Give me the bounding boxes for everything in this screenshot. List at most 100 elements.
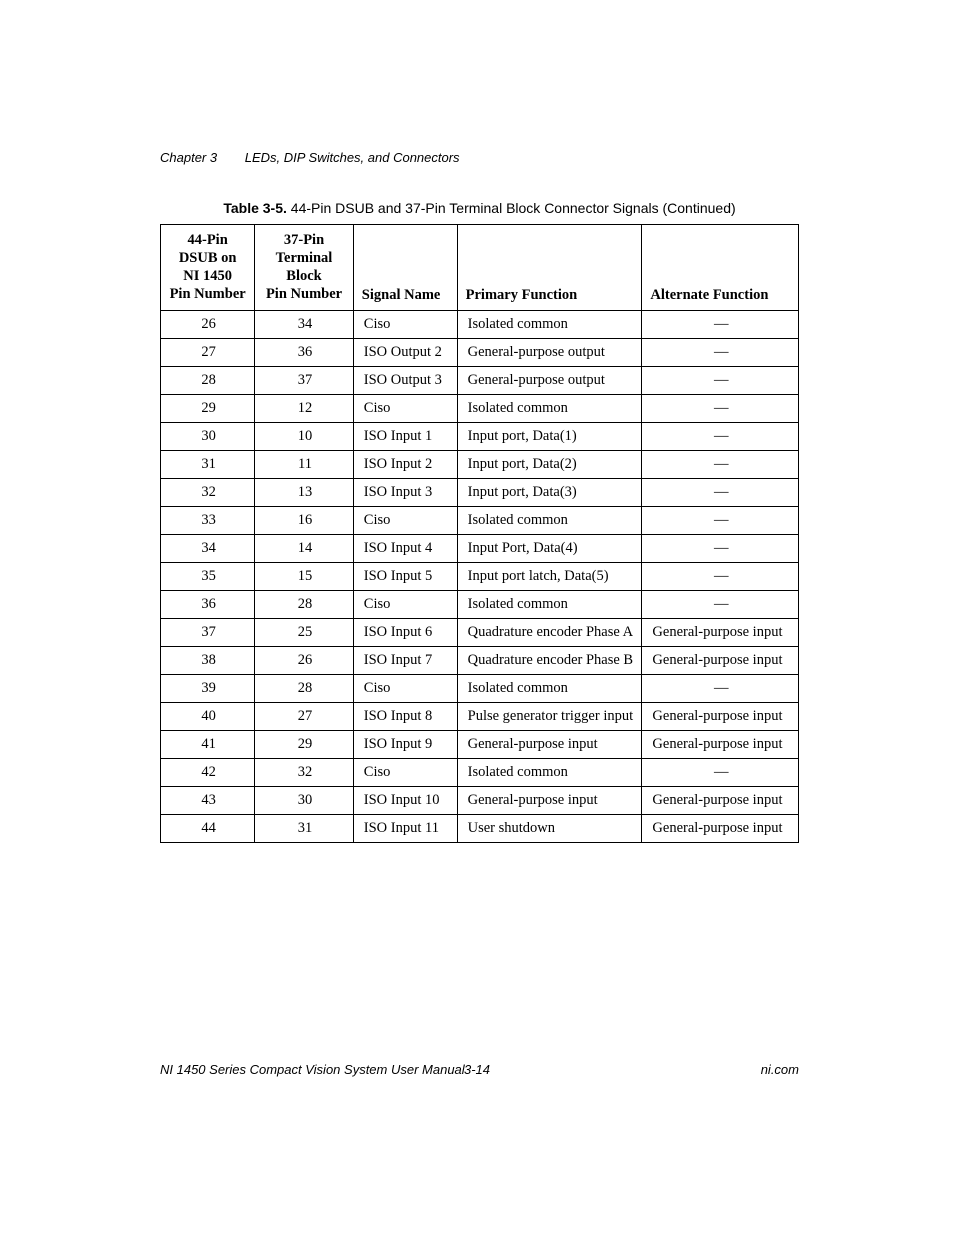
cell-signal-name: ISO Input 9 xyxy=(353,730,457,758)
cell-44pin: 37 xyxy=(161,618,255,646)
cell-primary-function: General-purpose input xyxy=(457,786,642,814)
cell-primary-function: Input port, Data(2) xyxy=(457,450,642,478)
cell-44pin: 36 xyxy=(161,590,255,618)
cell-alternate-function: — xyxy=(642,450,799,478)
cell-37pin: 27 xyxy=(255,702,354,730)
cell-primary-function: Input Port, Data(4) xyxy=(457,534,642,562)
cell-alternate-function: General-purpose input xyxy=(642,730,799,758)
col-header-primary-function: Primary Function xyxy=(457,225,642,311)
cell-37pin: 12 xyxy=(255,394,354,422)
cell-37pin: 29 xyxy=(255,730,354,758)
table-row: 2736ISO Output 2General-purpose output— xyxy=(161,338,799,366)
table-row: 3010ISO Input 1Input port, Data(1)— xyxy=(161,422,799,450)
footer-right: ni.com xyxy=(761,1062,799,1077)
cell-primary-function: Input port, Data(1) xyxy=(457,422,642,450)
table-row: 4330ISO Input 10General-purpose inputGen… xyxy=(161,786,799,814)
cell-44pin: 33 xyxy=(161,506,255,534)
cell-alternate-function: — xyxy=(642,534,799,562)
table-row: 4232CisoIsolated common— xyxy=(161,758,799,786)
cell-37pin: 34 xyxy=(255,310,354,338)
cell-alternate-function: — xyxy=(642,506,799,534)
table-row: 3414ISO Input 4Input Port, Data(4)— xyxy=(161,534,799,562)
cell-alternate-function: General-purpose input xyxy=(642,702,799,730)
cell-primary-function: General-purpose output xyxy=(457,338,642,366)
cell-alternate-function: — xyxy=(642,394,799,422)
cell-alternate-function: — xyxy=(642,758,799,786)
cell-alternate-function: — xyxy=(642,310,799,338)
cell-alternate-function: — xyxy=(642,674,799,702)
cell-37pin: 10 xyxy=(255,422,354,450)
cell-37pin: 28 xyxy=(255,590,354,618)
cell-alternate-function: — xyxy=(642,478,799,506)
signals-tbody: 2634CisoIsolated common—2736ISO Output 2… xyxy=(161,310,799,842)
cell-signal-name: Ciso xyxy=(353,674,457,702)
cell-signal-name: ISO Output 3 xyxy=(353,366,457,394)
table-row: 4431ISO Input 11User shutdownGeneral-pur… xyxy=(161,814,799,842)
cell-primary-function: Isolated common xyxy=(457,674,642,702)
cell-primary-function: Input port, Data(3) xyxy=(457,478,642,506)
table-row: 3111ISO Input 2Input port, Data(2)— xyxy=(161,450,799,478)
cell-37pin: 37 xyxy=(255,366,354,394)
cell-primary-function: Isolated common xyxy=(457,394,642,422)
cell-44pin: 32 xyxy=(161,478,255,506)
table-row: 3928CisoIsolated common— xyxy=(161,674,799,702)
cell-alternate-function: General-purpose input xyxy=(642,646,799,674)
cell-primary-function: Quadrature encoder Phase B xyxy=(457,646,642,674)
col-header-alternate-function: Alternate Function xyxy=(642,225,799,311)
cell-alternate-function: — xyxy=(642,366,799,394)
cell-primary-function: Isolated common xyxy=(457,506,642,534)
table-row: 3628CisoIsolated common— xyxy=(161,590,799,618)
col-header-44pin: 44-Pin DSUB on NI 1450 Pin Number xyxy=(161,225,255,311)
cell-37pin: 15 xyxy=(255,562,354,590)
cell-44pin: 28 xyxy=(161,366,255,394)
col-header-signal-name: Signal Name xyxy=(353,225,457,311)
cell-alternate-function: General-purpose input xyxy=(642,618,799,646)
cell-primary-function: Pulse generator trigger input xyxy=(457,702,642,730)
cell-primary-function: Quadrature encoder Phase A xyxy=(457,618,642,646)
table-row: 3725ISO Input 6Quadrature encoder Phase … xyxy=(161,618,799,646)
cell-signal-name: ISO Input 1 xyxy=(353,422,457,450)
cell-44pin: 44 xyxy=(161,814,255,842)
cell-37pin: 14 xyxy=(255,534,354,562)
table-row: 2634CisoIsolated common— xyxy=(161,310,799,338)
cell-37pin: 30 xyxy=(255,786,354,814)
cell-44pin: 43 xyxy=(161,786,255,814)
chapter-header: Chapter 3 LEDs, DIP Switches, and Connec… xyxy=(160,150,460,165)
cell-44pin: 34 xyxy=(161,534,255,562)
cell-signal-name: ISO Input 11 xyxy=(353,814,457,842)
cell-primary-function: User shutdown xyxy=(457,814,642,842)
cell-37pin: 31 xyxy=(255,814,354,842)
cell-37pin: 11 xyxy=(255,450,354,478)
signals-table: 44-Pin DSUB on NI 1450 Pin Number 37-Pin… xyxy=(160,224,799,843)
cell-signal-name: Ciso xyxy=(353,758,457,786)
cell-primary-function: Isolated common xyxy=(457,758,642,786)
chapter-number: Chapter 3 xyxy=(160,150,217,165)
chapter-title: LEDs, DIP Switches, and Connectors xyxy=(245,150,460,165)
cell-alternate-function: — xyxy=(642,422,799,450)
cell-44pin: 30 xyxy=(161,422,255,450)
cell-signal-name: ISO Input 4 xyxy=(353,534,457,562)
cell-44pin: 39 xyxy=(161,674,255,702)
cell-alternate-function: — xyxy=(642,590,799,618)
cell-44pin: 40 xyxy=(161,702,255,730)
cell-primary-function: General-purpose input xyxy=(457,730,642,758)
cell-37pin: 13 xyxy=(255,478,354,506)
page: Chapter 3 LEDs, DIP Switches, and Connec… xyxy=(0,0,954,1235)
cell-signal-name: ISO Output 2 xyxy=(353,338,457,366)
table-row: 2912CisoIsolated common— xyxy=(161,394,799,422)
cell-37pin: 26 xyxy=(255,646,354,674)
cell-alternate-function: — xyxy=(642,562,799,590)
cell-44pin: 27 xyxy=(161,338,255,366)
cell-44pin: 29 xyxy=(161,394,255,422)
cell-signal-name: ISO Input 3 xyxy=(353,478,457,506)
table-row: 4129ISO Input 9General-purpose inputGene… xyxy=(161,730,799,758)
cell-signal-name: ISO Input 5 xyxy=(353,562,457,590)
cell-44pin: 35 xyxy=(161,562,255,590)
cell-44pin: 42 xyxy=(161,758,255,786)
col-header-37pin: 37-Pin Terminal Block Pin Number xyxy=(255,225,354,311)
cell-44pin: 38 xyxy=(161,646,255,674)
cell-signal-name: Ciso xyxy=(353,506,457,534)
cell-primary-function: Isolated common xyxy=(457,590,642,618)
cell-signal-name: ISO Input 2 xyxy=(353,450,457,478)
cell-37pin: 32 xyxy=(255,758,354,786)
